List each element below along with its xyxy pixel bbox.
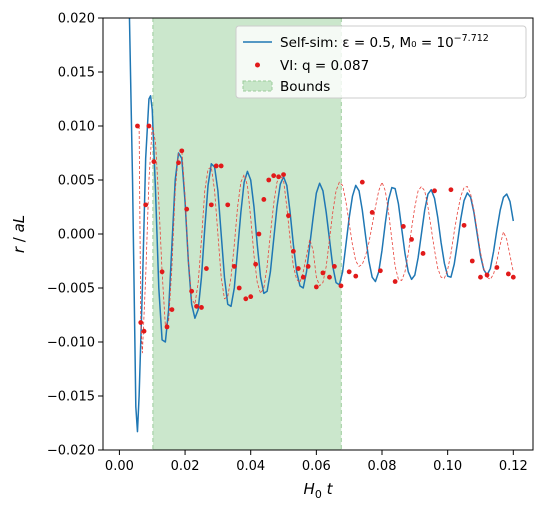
vi-data-point bbox=[164, 324, 170, 330]
legend-patch-bounds bbox=[242, 80, 273, 92]
vi-data-point bbox=[320, 270, 326, 276]
vi-data-point bbox=[510, 274, 516, 280]
vi-data-point bbox=[313, 284, 319, 290]
vi-data-point bbox=[276, 174, 282, 180]
legend-label-vi: VI: q = 0.087 bbox=[280, 58, 369, 74]
x-tick-label: 0.06 bbox=[302, 459, 331, 474]
vi-data-point bbox=[176, 160, 181, 166]
vi-data-point bbox=[338, 283, 344, 289]
vi-data-point bbox=[281, 172, 286, 178]
x-axis-label: H0 t bbox=[304, 480, 334, 501]
vi-data-point bbox=[169, 307, 175, 312]
vi-data-point bbox=[359, 179, 365, 185]
vi-data-point bbox=[135, 123, 140, 129]
vi-data-point bbox=[420, 251, 426, 256]
legend-label-selfsim: Self-sim: ε = 0.5, M₀ = 10−7.712 bbox=[280, 33, 489, 51]
vi-data-point bbox=[208, 202, 214, 208]
legend-marker-vi bbox=[255, 62, 260, 68]
vi-data-point bbox=[448, 187, 454, 193]
vi-data-point bbox=[225, 202, 231, 208]
vi-data-point bbox=[369, 210, 375, 215]
vi-data-point bbox=[392, 279, 398, 284]
legend-box bbox=[235, 25, 527, 99]
y-tick-label: −0.015 bbox=[47, 390, 95, 405]
vi-data-point bbox=[286, 213, 291, 219]
vi-data-point bbox=[253, 261, 259, 267]
vi-data-point bbox=[377, 268, 383, 274]
vi-data-point bbox=[231, 264, 237, 269]
vi-data-point bbox=[236, 285, 242, 291]
y-tick-label: 0.020 bbox=[58, 12, 95, 27]
vi-data-point bbox=[179, 148, 185, 154]
vi-data-point bbox=[505, 271, 511, 277]
vi-data-point bbox=[494, 265, 500, 270]
axis-ticks: 0.00 0.02 0.04 0.06 0.08 0.10 0.12 −0.020 −0.015… bbox=[47, 12, 528, 475]
x-tick-label: 0.12 bbox=[499, 459, 528, 474]
x-tick-label: 0.02 bbox=[171, 459, 200, 474]
x-tick-label: 0.00 bbox=[105, 459, 134, 474]
vi-data-point bbox=[353, 273, 359, 279]
legend: Self-sim: ε = 0.5, M₀ = 10−7.712 VI: q =… bbox=[235, 25, 527, 99]
vi-data-point bbox=[141, 328, 147, 334]
y-tick-label: 0.005 bbox=[58, 174, 95, 189]
y-axis-label: r / aL bbox=[10, 215, 28, 253]
vi-data-point bbox=[138, 320, 144, 325]
y-tick-label: −0.020 bbox=[47, 444, 95, 459]
y-tick-label: 0.010 bbox=[58, 120, 95, 135]
vi-data-point bbox=[290, 248, 296, 254]
vi-data-point bbox=[194, 303, 199, 309]
vi-data-point bbox=[432, 188, 437, 194]
y-tick-label: −0.005 bbox=[47, 282, 95, 297]
vi-data-point bbox=[248, 294, 254, 300]
vi-data-point bbox=[346, 269, 352, 275]
vi-data-point bbox=[300, 274, 306, 280]
vi-data-point bbox=[213, 163, 219, 169]
vi-data-point bbox=[478, 274, 483, 280]
y-tick-label: 0.015 bbox=[58, 66, 95, 81]
x-tick-label: 0.08 bbox=[368, 459, 397, 474]
vi-data-point bbox=[461, 222, 467, 228]
x-tick-label: 0.10 bbox=[433, 459, 462, 474]
vi-data-point bbox=[266, 177, 272, 183]
vi-data-point bbox=[400, 224, 406, 229]
vi-data-point bbox=[295, 266, 301, 271]
vi-data-point bbox=[409, 237, 414, 242]
vi-data-point bbox=[184, 206, 190, 212]
vi-fit-line bbox=[138, 125, 514, 354]
vi-data-point bbox=[243, 296, 249, 302]
vi-data-point bbox=[159, 269, 165, 275]
vi-data-point bbox=[305, 264, 311, 269]
vi-data-point bbox=[218, 163, 224, 169]
x-tick-label: 0.04 bbox=[236, 459, 265, 474]
vi-data-point bbox=[261, 197, 267, 202]
vi-data-point bbox=[332, 264, 337, 269]
y-tick-label: 0.000 bbox=[58, 228, 95, 243]
vi-data-point bbox=[469, 258, 475, 264]
vi-data-point bbox=[151, 159, 157, 165]
selfsim-line bbox=[128, 18, 515, 433]
vi-data-point bbox=[271, 173, 277, 179]
vi-data-point bbox=[204, 266, 209, 271]
vi-data-point bbox=[327, 274, 332, 280]
vi-data-point bbox=[143, 202, 149, 208]
vi-data-point bbox=[146, 123, 152, 129]
y-tick-label: −0.010 bbox=[47, 336, 95, 351]
vi-data-point bbox=[256, 231, 262, 237]
vi-data-point bbox=[189, 288, 195, 294]
vi-data-point bbox=[199, 305, 204, 310]
vi-data-point bbox=[484, 272, 490, 278]
legend-label-bounds: Bounds bbox=[280, 79, 330, 95]
